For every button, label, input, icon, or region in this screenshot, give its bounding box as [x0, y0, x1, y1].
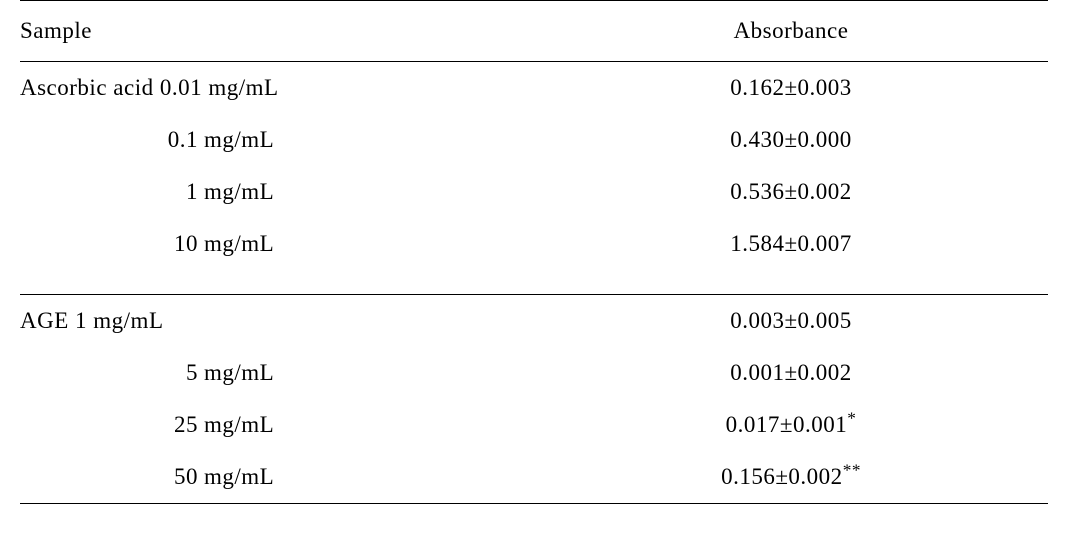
group-name: Ascorbic acid	[20, 75, 154, 100]
absorbance-cell: 0.017±0.001*	[534, 399, 1048, 451]
unit: mg/mL	[198, 464, 274, 489]
concentration: 5	[20, 360, 198, 386]
absorbance-cell: 0.156±0.002**	[534, 451, 1048, 504]
sample-cell: 10mg/mL	[20, 218, 534, 270]
first-concentration: 1 mg/mL	[75, 308, 163, 333]
table-row: Ascorbic acid 0.01 mg/mL 0.162±0.003	[20, 62, 1048, 115]
absorbance-cell: 0.001±0.002	[534, 347, 1048, 399]
group-name: AGE	[20, 308, 69, 333]
absorbance-cell: 0.430±0.000	[534, 114, 1048, 166]
unit: mg/mL	[198, 179, 274, 204]
table-header-row: Sample Absorbance	[20, 1, 1048, 62]
sample-cell: 1mg/mL	[20, 166, 534, 218]
group-divider	[20, 270, 1048, 295]
absorbance-cell: 1.584±0.007	[534, 218, 1048, 270]
table-row: 1mg/mL 0.536±0.002	[20, 166, 1048, 218]
sample-cell: 50mg/mL	[20, 451, 534, 504]
sample-cell: AGE 1 mg/mL	[20, 295, 534, 348]
absorbance-value: 0.156±0.002	[721, 464, 843, 489]
table-row: 25mg/mL 0.017±0.001*	[20, 399, 1048, 451]
unit: mg/mL	[198, 360, 274, 385]
absorbance-cell: 0.162±0.003	[534, 62, 1048, 115]
table-row: 5mg/mL 0.001±0.002	[20, 347, 1048, 399]
absorbance-value: 0.017±0.001	[726, 412, 848, 437]
significance-mark: *	[847, 408, 856, 427]
table-row: 0.1mg/mL 0.430±0.000	[20, 114, 1048, 166]
table-row: AGE 1 mg/mL 0.003±0.005	[20, 295, 1048, 348]
sample-cell: 5mg/mL	[20, 347, 534, 399]
unit: mg/mL	[198, 231, 274, 256]
sample-cell: 25mg/mL	[20, 399, 534, 451]
table: Sample Absorbance Ascorbic acid 0.01 mg/…	[20, 0, 1048, 504]
significance-mark: **	[843, 460, 861, 479]
absorbance-cell: 0.003±0.005	[534, 295, 1048, 348]
concentration: 0.1	[20, 127, 198, 153]
table-row: 10mg/mL 1.584±0.007	[20, 218, 1048, 270]
concentration: 25	[20, 412, 198, 438]
header-absorbance: Absorbance	[534, 1, 1048, 62]
unit: mg/mL	[198, 412, 274, 437]
unit: mg/mL	[198, 127, 274, 152]
sample-cell: 0.1mg/mL	[20, 114, 534, 166]
sample-cell: Ascorbic acid 0.01 mg/mL	[20, 62, 534, 115]
table-row: 50mg/mL 0.156±0.002**	[20, 451, 1048, 504]
concentration: 1	[20, 179, 198, 205]
absorbance-cell: 0.536±0.002	[534, 166, 1048, 218]
concentration: 50	[20, 464, 198, 490]
concentration: 10	[20, 231, 198, 257]
absorbance-table: Sample Absorbance Ascorbic acid 0.01 mg/…	[0, 0, 1068, 535]
first-concentration: 0.01 mg/mL	[160, 75, 279, 100]
header-sample: Sample	[20, 1, 534, 62]
